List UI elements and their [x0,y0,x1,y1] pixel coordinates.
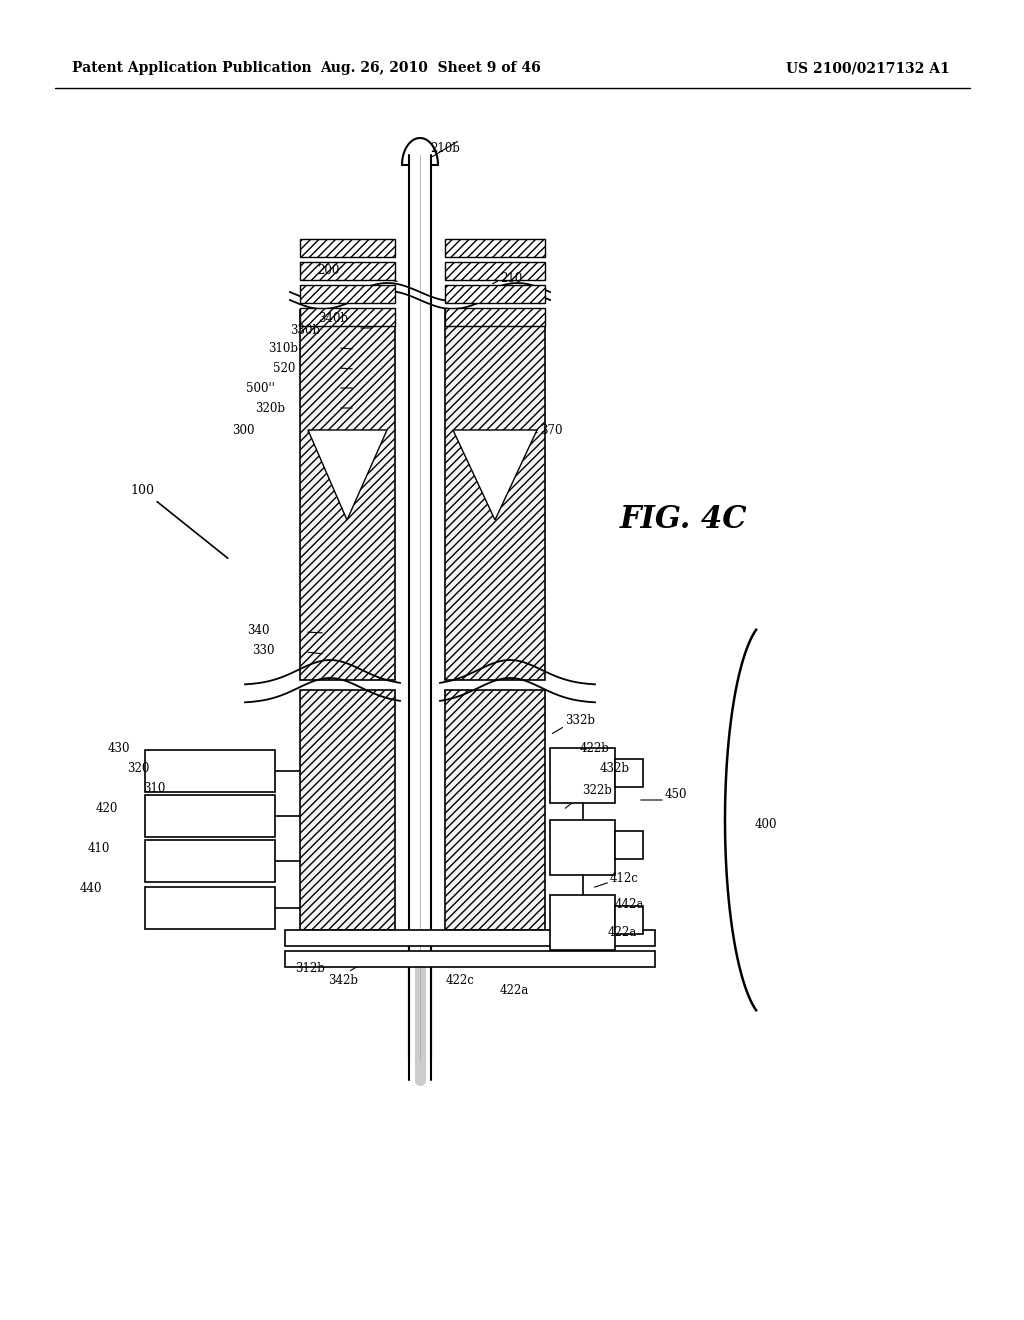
Text: 410: 410 [88,842,110,854]
Text: 520: 520 [272,362,295,375]
Bar [445,261,545,280]
Text: 432b: 432b [600,762,630,775]
Text: 412c: 412c [610,871,639,884]
Text: 450: 450 [665,788,687,801]
Text: 200: 200 [317,264,340,276]
Text: 500'': 500'' [246,381,275,395]
Text: 420: 420 [95,801,118,814]
Bar [145,840,275,882]
Text: FIG. 4C: FIG. 4C [620,504,748,536]
Bar [615,832,643,858]
Text: 310b: 310b [268,342,298,355]
Bar [445,308,545,326]
Polygon shape [453,430,537,520]
Text: 340b: 340b [317,312,348,325]
Text: 400: 400 [755,818,777,832]
Bar [550,820,615,875]
Bar [550,748,615,803]
Text: 422a: 422a [500,983,529,997]
Text: Aug. 26, 2010  Sheet 9 of 46: Aug. 26, 2010 Sheet 9 of 46 [319,61,541,75]
Text: Patent Application Publication: Patent Application Publication [72,61,311,75]
Bar [300,308,395,326]
Bar [615,759,643,787]
Bar [300,310,395,680]
Text: 342b: 342b [328,974,358,986]
Text: 422a: 422a [608,925,637,939]
Bar [300,239,395,257]
Bar [285,950,655,968]
Text: 430: 430 [108,742,130,755]
Bar [300,261,395,280]
Text: 370: 370 [540,424,562,437]
Bar [445,239,545,257]
Text: 210: 210 [500,272,522,285]
Bar [300,690,395,931]
Bar [445,285,545,304]
Bar [550,895,615,950]
Bar [145,795,275,837]
Text: 442a: 442a [615,899,644,912]
Bar [615,906,643,933]
Bar [285,931,655,946]
Text: 320b: 320b [255,401,285,414]
Text: US 2100/0217132 A1: US 2100/0217132 A1 [786,61,950,75]
Text: 210b: 210b [430,141,460,154]
Text: 422c: 422c [445,974,474,986]
Text: 100: 100 [130,483,154,496]
Text: 310: 310 [142,781,165,795]
Text: 322b: 322b [582,784,612,796]
Text: 332b: 332b [565,714,595,726]
Text: 312b: 312b [295,961,325,974]
Bar [145,750,275,792]
Text: 330b: 330b [290,323,319,337]
Text: 320: 320 [128,762,150,775]
Polygon shape [308,430,387,520]
Bar [300,285,395,304]
Text: 330: 330 [253,644,275,656]
Text: 340: 340 [248,623,270,636]
Text: 440: 440 [80,882,102,895]
Text: 300: 300 [232,424,255,437]
Text: 422b: 422b [580,742,610,755]
Bar [445,690,545,931]
Bar [445,310,545,680]
Bar [145,887,275,929]
